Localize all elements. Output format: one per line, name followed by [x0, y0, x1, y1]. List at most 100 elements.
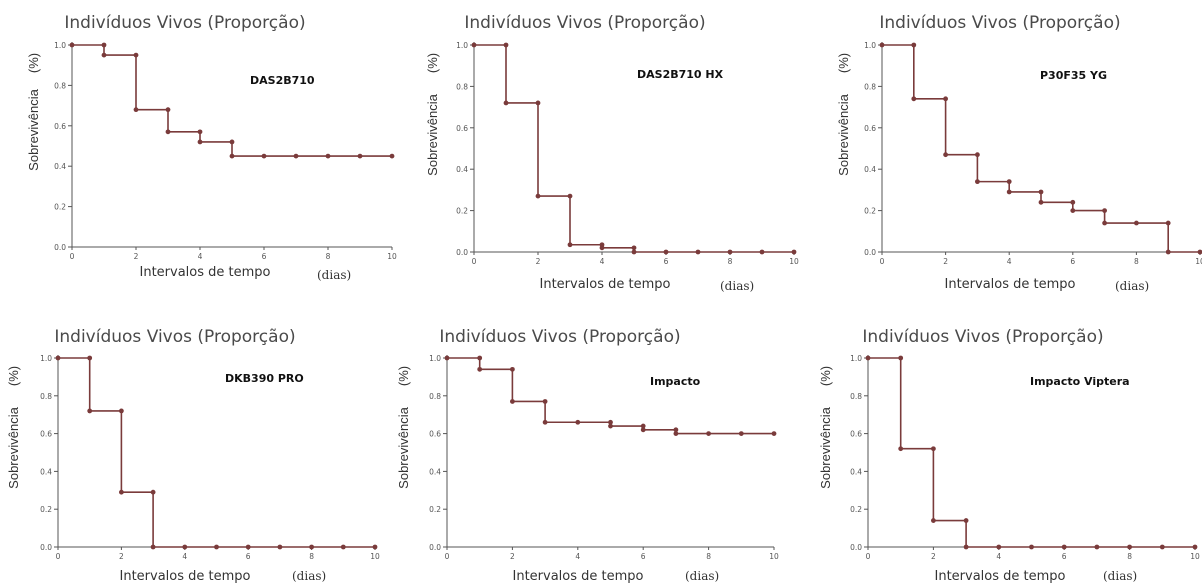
y-tick-label: 0.4: [54, 162, 66, 171]
data-point: [879, 42, 885, 48]
y-tick-label: 0.2: [429, 505, 441, 514]
data-point: [931, 446, 936, 452]
data-point: [996, 544, 1002, 550]
data-point: [1134, 220, 1139, 226]
data-point: [357, 153, 363, 159]
y-tick-label: 0.4: [40, 467, 52, 476]
data-point: [133, 52, 139, 58]
x-axis-label: Intervalos de tempo: [540, 277, 671, 292]
y-tick-label: 0.0: [456, 248, 468, 257]
data-point: [567, 242, 573, 248]
data-point: [567, 193, 573, 199]
x-axis-label: Intervalos de tempo: [945, 277, 1076, 292]
data-point: [663, 249, 669, 255]
data-point: [759, 249, 765, 255]
data-point: [1029, 544, 1034, 550]
data-point: [133, 107, 139, 113]
y-tick-label: 0.0: [54, 243, 66, 252]
data-point: [898, 446, 904, 452]
y-tick-label: 1.0: [40, 354, 52, 363]
data-point: [471, 42, 477, 48]
survival-step-line: [58, 357, 375, 548]
chart-title: Indivíduos Vivos (Proporção): [464, 13, 705, 33]
y-axis-unit: (%): [6, 366, 21, 386]
data-point: [542, 419, 548, 425]
data-point: [631, 245, 637, 251]
data-point: [510, 399, 515, 404]
data-point: [535, 100, 541, 106]
series-label: DAS2B710: [250, 74, 315, 87]
data-point: [1165, 220, 1171, 226]
series-label: P30F35 YG: [1040, 69, 1107, 82]
data-point: [87, 408, 93, 414]
x-axis-label: Intervalos de tempo: [935, 569, 1066, 583]
data-point: [943, 96, 948, 102]
survival-chart-2: Indivíduos Vivos (Proporção) 0.0 0.2 0.4 0.6…: [425, 13, 799, 293]
y-axis-label: Sobrevivência: [396, 406, 411, 488]
x-axis-unit: (dias): [720, 279, 754, 293]
y-tick-label: 0.8: [54, 81, 66, 90]
x-tick-label: 0: [56, 552, 61, 561]
series-label: Impacto Viptera: [1030, 375, 1130, 388]
y-tick-label: 0.2: [850, 505, 862, 514]
data-point: [119, 408, 124, 414]
data-point: [1006, 179, 1012, 185]
y-tick-label: 1.0: [456, 41, 468, 50]
data-point: [695, 249, 701, 255]
y-tick-label: 0.4: [850, 467, 862, 476]
x-axis-unit: (dias): [1103, 569, 1137, 583]
data-point: [1006, 189, 1012, 195]
data-point: [640, 427, 646, 433]
data-point: [69, 42, 75, 48]
y-tick-label: 0.8: [429, 392, 441, 401]
x-tick-label: 10: [1195, 257, 1202, 266]
data-point: [245, 544, 251, 550]
y-axis-label: Sobrevivência: [26, 88, 41, 170]
x-tick-label: 8: [326, 252, 331, 261]
data-point: [389, 153, 395, 159]
x-tick-label: 6: [262, 252, 267, 261]
y-tick-label: 0.2: [40, 505, 52, 514]
y-tick-label: 0.0: [40, 543, 52, 552]
data-point: [738, 431, 744, 436]
data-point: [575, 419, 581, 425]
data-point: [503, 100, 509, 106]
data-point: [1038, 189, 1044, 195]
y-tick-label: 0.8: [850, 392, 862, 401]
y-tick-label: 0.8: [456, 82, 468, 91]
x-tick-label: 4: [1007, 257, 1012, 266]
y-axis-unit: (%): [818, 366, 833, 386]
x-axis-label: Intervalos de tempo: [513, 569, 644, 583]
x-tick-label: 8: [309, 552, 314, 561]
series-label: DKB390 PRO: [225, 372, 304, 385]
data-point: [608, 423, 613, 429]
chart-title: Indivíduos Vivos (Proporção): [862, 327, 1103, 347]
x-tick-label: 2: [134, 252, 139, 261]
data-point: [963, 518, 969, 523]
y-axis-label: Sobrevivência: [6, 406, 21, 488]
x-tick-label: 0: [445, 552, 450, 561]
x-tick-label: 6: [1070, 257, 1075, 266]
data-point: [1094, 544, 1100, 550]
data-point: [1070, 208, 1076, 214]
data-point: [911, 96, 917, 102]
y-tick-label: 0.4: [429, 467, 441, 476]
data-point: [943, 152, 948, 158]
data-point: [309, 544, 314, 550]
x-tick-label: 2: [943, 257, 948, 266]
data-point: [277, 544, 283, 550]
data-point: [197, 139, 203, 145]
x-tick-label: 6: [664, 257, 669, 266]
survival-chart-1: Indivíduos Vivos (Proporção) 0.0 0.2 0.4 0.6…: [26, 13, 397, 282]
x-tick-label: 2: [119, 552, 124, 561]
data-point: [325, 153, 331, 159]
y-tick-label: 1.0: [850, 354, 862, 363]
data-point: [1102, 220, 1107, 226]
data-point: [963, 544, 969, 550]
data-point: [229, 153, 235, 159]
x-tick-label: 2: [931, 552, 936, 561]
x-tick-label: 10: [1190, 552, 1200, 561]
data-point: [771, 431, 777, 436]
data-point: [608, 419, 613, 425]
